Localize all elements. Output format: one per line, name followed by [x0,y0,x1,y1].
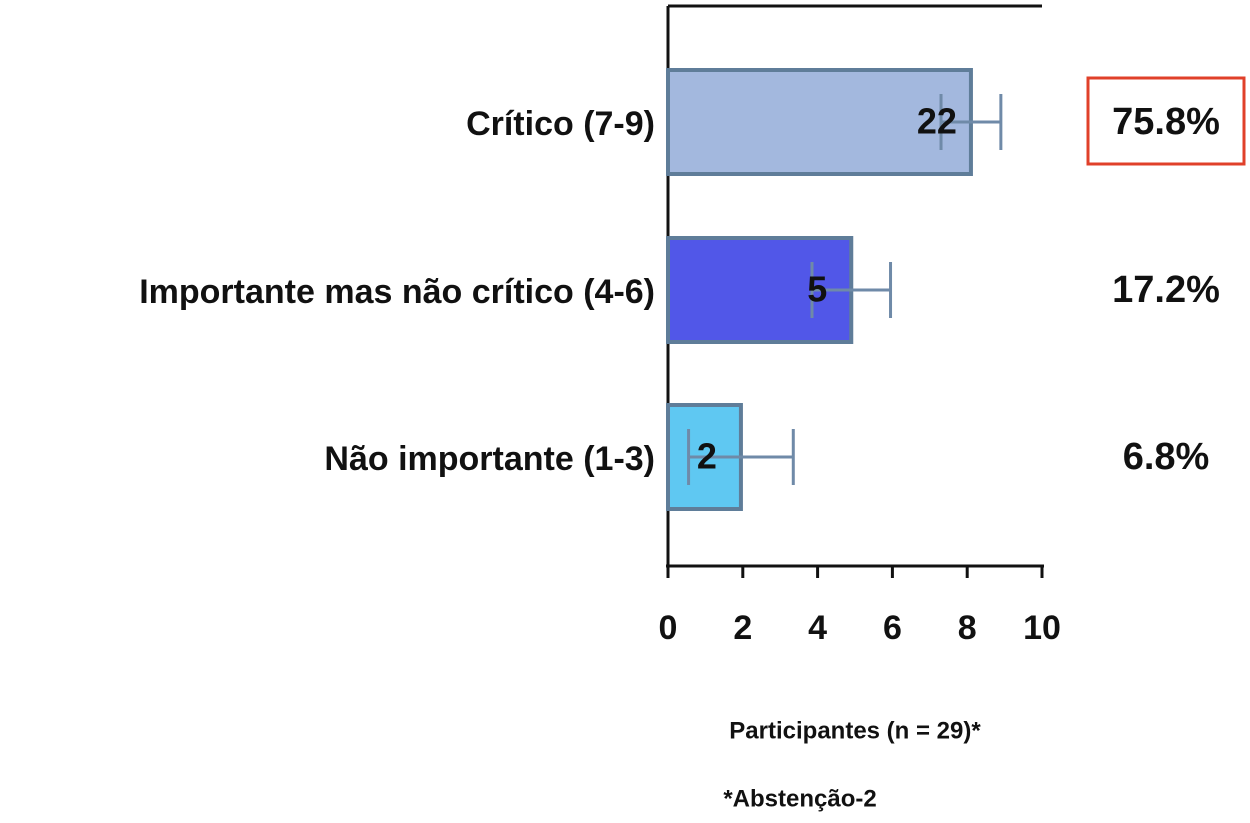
x-tick-label: 4 [808,609,827,647]
count-label: 5 [807,269,827,310]
footnote: *Abstenção-2 [723,785,876,812]
x-tick-label: 0 [659,609,678,647]
count-label: 2 [697,436,717,477]
y-tick-label: Importante mas não crítico (4-6) [139,273,655,311]
x-tick-label: 6 [883,609,902,647]
percentage-label: 75.8% [1112,101,1220,143]
percentage-label: 17.2% [1112,269,1220,311]
x-tick-label: 2 [733,609,752,647]
x-tick-label: 10 [1023,609,1061,647]
x-axis-label: Participantes (n = 29)* [729,717,981,744]
count-label: 22 [917,101,957,142]
percentage-label: 6.8% [1123,436,1210,478]
y-tick-label: Não importante (1-3) [324,440,655,478]
y-tick-label: Crítico (7-9) [466,105,655,143]
x-tick-label: 8 [958,609,977,647]
highlight-box [1086,76,1246,166]
